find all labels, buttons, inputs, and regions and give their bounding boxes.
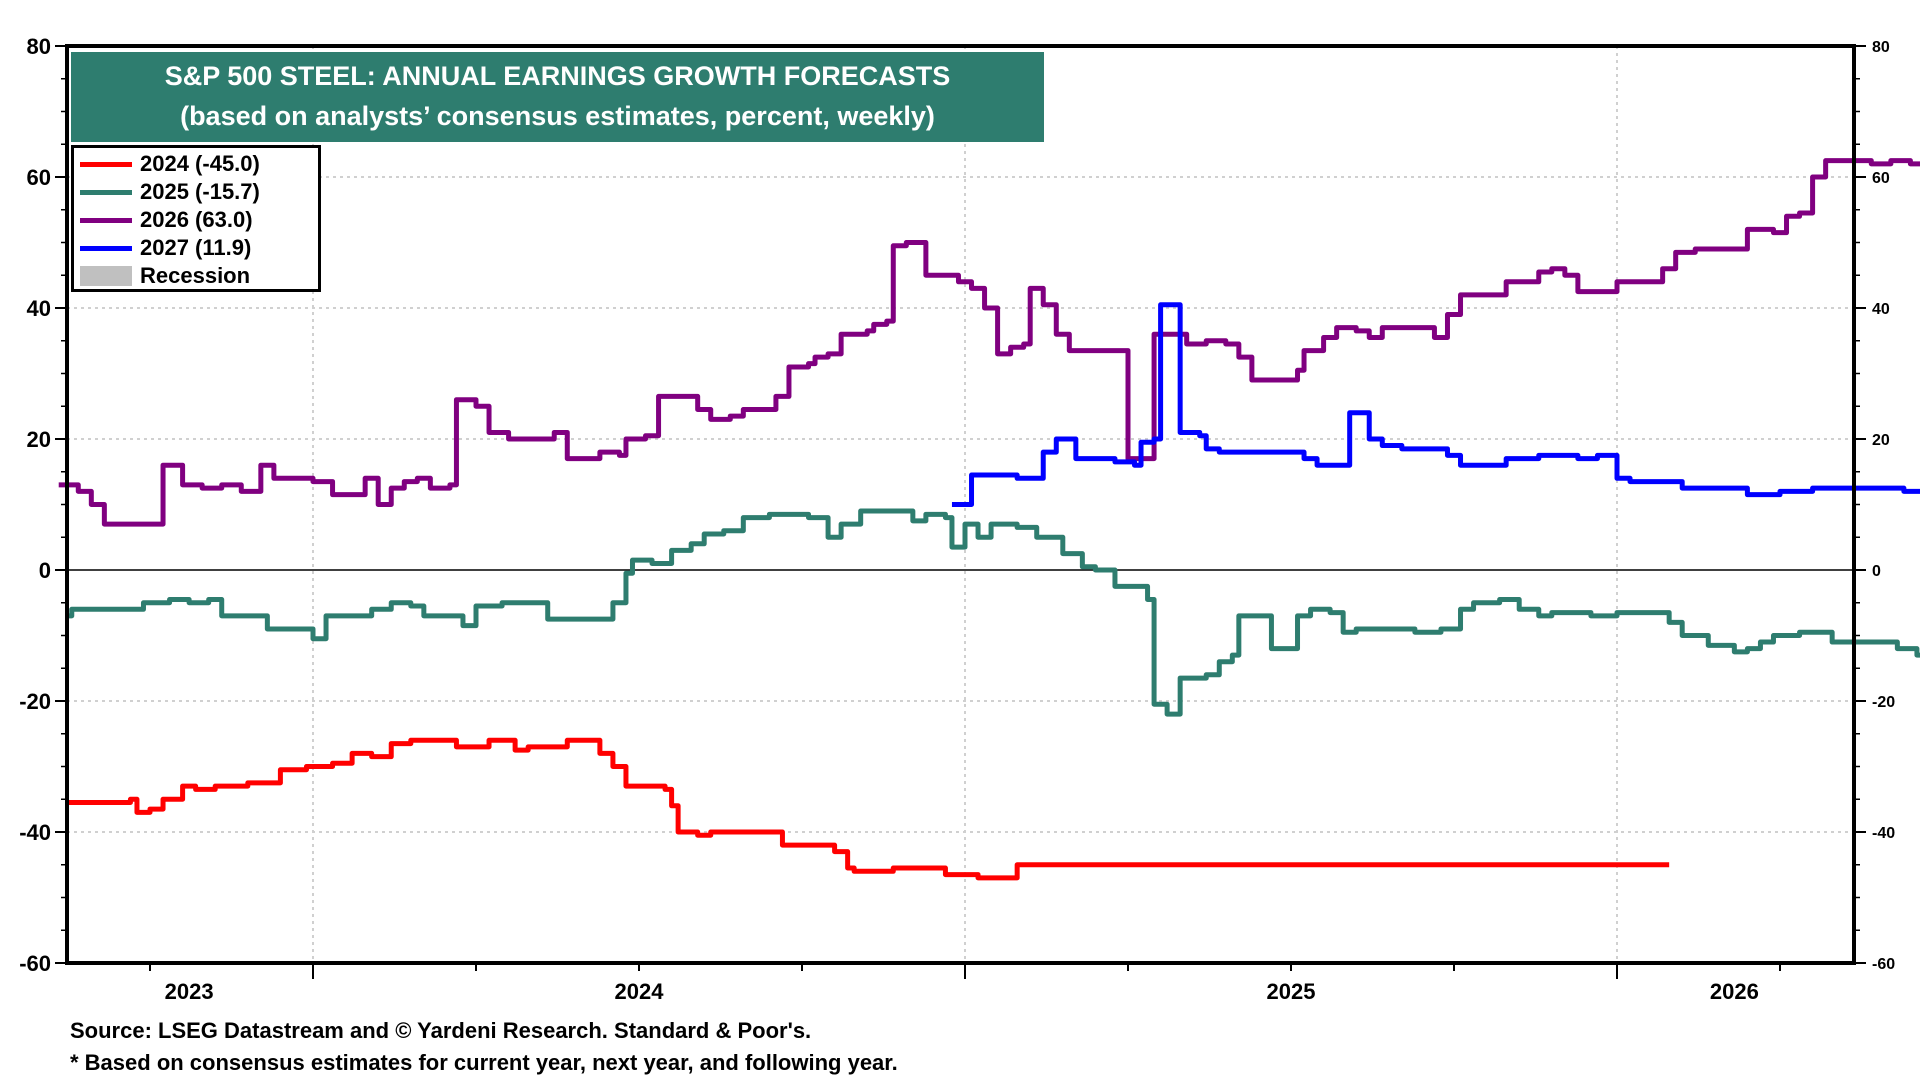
legend-swatch: [80, 189, 132, 195]
footnote: * Based on consensus estimates for curre…: [70, 1050, 898, 1075]
legend-item-2025: 2025 (-15.7): [80, 178, 318, 206]
series-line-2024: [65, 737, 1670, 881]
y-tick-label-right: -40: [1872, 825, 1895, 842]
legend-label: 2027 (11.9): [140, 235, 252, 260]
y-tick-label-left: -60: [19, 951, 51, 976]
y-tick-label-left: 0: [39, 558, 51, 583]
legend-label: 2026 (63.0): [140, 207, 253, 232]
axes: -60 -60 -40 -40 -20 -20 0 0 20 20 40 40 60 60 80 80 2023…: [19, 34, 1895, 1004]
y-tick-label-right: 40: [1872, 301, 1890, 318]
series-line-2025: [65, 508, 1920, 717]
y-tick-label-left: 60: [27, 165, 51, 190]
y-tick-label-right: 80: [1872, 39, 1890, 56]
legend-label: 2025 (-15.7): [140, 179, 260, 204]
chart-subtitle: (based on analysts’ consensus estimates,…: [180, 101, 935, 131]
y-tick-label-left: -20: [19, 689, 51, 714]
x-tick-label: 2025: [1267, 979, 1316, 1004]
x-tick-label: 2024: [615, 979, 665, 1004]
series-group: [58, 158, 1920, 881]
series-line-2026: [58, 158, 1920, 527]
legend-item-2024: 2024 (-45.0): [80, 150, 318, 178]
y-tick-label-right: 20: [1872, 432, 1890, 449]
x-tick-label: 2026: [1710, 979, 1759, 1004]
source-note: Source: LSEG Datastream and © Yardeni Re…: [70, 1018, 812, 1043]
series-line-2027: [951, 302, 1920, 507]
legend: 2024 (-45.0) 2025 (-15.7) 2026 (63.0) 20…: [71, 145, 321, 292]
y-tick-label-right: 60: [1872, 170, 1890, 187]
legend-item-recession: Recession: [80, 262, 318, 290]
y-tick-label-left: 20: [27, 427, 51, 452]
chart-title-box: S&P 500 STEEL: ANNUAL EARNINGS GROWTH FO…: [71, 52, 1044, 142]
gridlines: [67, 46, 1854, 963]
chart-title: S&P 500 STEEL: ANNUAL EARNINGS GROWTH FO…: [164, 61, 951, 91]
y-tick-label-left: 80: [27, 34, 51, 59]
legend-item-2027: 2027 (11.9): [80, 234, 318, 262]
y-tick-label-left: 40: [27, 296, 51, 321]
x-tick-label: 2023: [165, 979, 214, 1004]
legend-swatch: [80, 161, 132, 167]
legend-item-2026: 2026 (63.0): [80, 206, 318, 234]
y-tick-label-right: -60: [1872, 956, 1895, 973]
y-tick-label-right: 0: [1872, 563, 1881, 580]
legend-label: Recession: [140, 263, 251, 288]
legend-swatch: [80, 217, 132, 223]
y-tick-label-right: -20: [1872, 694, 1895, 711]
legend-swatch: [80, 245, 132, 251]
legend-label: 2024 (-45.0): [140, 151, 260, 176]
y-tick-label-left: -40: [19, 820, 51, 845]
legend-swatch: [80, 266, 132, 286]
